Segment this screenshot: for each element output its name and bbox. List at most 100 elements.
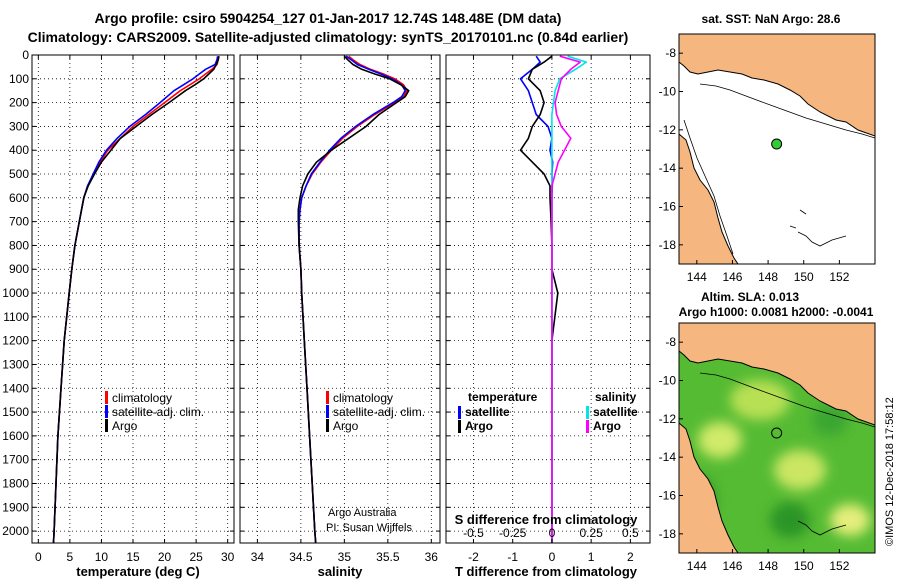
map-sst-reef-contour	[789, 209, 847, 247]
y-tick-label: 900	[9, 262, 29, 276]
series-line-argo	[52, 56, 220, 544]
x-tick-label: 34	[251, 550, 265, 564]
plot-frame	[239, 54, 441, 544]
map-sla-subtitle: Argo h1000: 0.0081 h2000: -0.0041	[679, 305, 874, 319]
y-tick-label: 500	[9, 167, 29, 181]
y-tick-label: 300	[9, 119, 29, 133]
x2-tick-label: -0.5	[463, 526, 484, 540]
map-sla-reef-contour	[797, 520, 847, 536]
diff-legend-swatch-s-argo	[586, 420, 589, 433]
diff-legend-label-s-argo: Argo	[593, 419, 621, 433]
sla-blob	[812, 404, 848, 436]
y-tick-label: 600	[9, 191, 29, 205]
temperature-xlabel: temperature (deg C)	[76, 564, 200, 579]
y-tick-label: 1800	[2, 476, 29, 490]
series-line-temperature-satellite	[519, 55, 554, 543]
map-y-tick-label: -16	[659, 200, 677, 214]
x-tick-label: -1	[507, 550, 518, 564]
map-sst-title: sat. SST: NaN Argo: 28.6	[702, 12, 841, 26]
x-tick-label: 5	[67, 550, 74, 564]
x-tick-label: -2	[468, 550, 479, 564]
x-tick-label: 35.5	[376, 550, 400, 564]
map-sla-axes: 144 146 148 150 152 -8 -10 -12 -14 -16 -18	[659, 335, 850, 573]
y-tick-label: 1600	[2, 429, 29, 443]
y-tick-label: 400	[9, 143, 29, 157]
legend-label-argo: Argo	[112, 419, 138, 433]
y-tick-label: 1200	[2, 334, 29, 348]
map-x-tick-label: 148	[758, 559, 778, 573]
map-sst-frame	[678, 33, 876, 265]
salinity-panel: 34 34.5 35 35.5 36	[239, 54, 441, 564]
y-tick-label: 1400	[2, 381, 29, 395]
map-x-tick-label: 146	[722, 270, 742, 284]
y-tick-label: 1500	[2, 405, 29, 419]
x-tick-label: 20	[158, 550, 172, 564]
sal-legend-swatch-satellite	[326, 405, 329, 418]
map-sla-land-png	[679, 323, 875, 426]
sla-blob	[830, 504, 870, 536]
series-line-climatology	[52, 56, 220, 544]
temperature-panel: 0 5 10 15 20 25 300100200300400500600700800900…	[2, 48, 234, 564]
credit-text: ©IMOS 12-Dec-2018 17:58:12	[884, 397, 896, 546]
annotation-pi: PI: Susan Wijffels	[326, 522, 412, 534]
y-tick-label: 1000	[2, 286, 29, 300]
title-line2: Climatology: CARS2009. Satellite-adjuste…	[28, 29, 629, 45]
map-sst-shelf-contour2	[683, 119, 734, 255]
sal-legend-swatch-climatology	[326, 391, 329, 404]
y-tick-label: 700	[9, 215, 29, 229]
x2-tick-label: 0.25	[579, 526, 603, 540]
salinity-xlabel: salinity	[318, 564, 364, 579]
map-sst-land-png	[679, 34, 875, 137]
map-sst-land-australia	[679, 133, 739, 264]
annotation-argo-australia: Argo Australia	[328, 507, 397, 519]
series-line-argo	[297, 55, 410, 544]
x-tick-label: 0	[35, 550, 42, 564]
y-tick-label: 1300	[2, 357, 29, 371]
salinity-legend: climatology satellite-adj. clim. Argo	[326, 391, 425, 433]
argo-location-marker	[771, 427, 783, 439]
y-tick-label: 800	[9, 238, 29, 252]
temperature-legend: climatology satellite-adj. clim. Argo	[105, 391, 204, 433]
diff-legend-swatch-t-satellite	[458, 406, 461, 419]
legend-swatch-satellite	[105, 405, 108, 418]
argo-location-marker	[771, 138, 783, 150]
diff-legend-salinity-header: salinity	[595, 390, 637, 404]
diff-legend-swatch-t-argo	[458, 420, 461, 433]
series-line-satellite-adj-clim-	[298, 55, 407, 544]
y-tick-label: 1700	[2, 453, 29, 467]
map-sst-shelf-contour	[699, 83, 875, 139]
x-tick-label: 15	[126, 550, 140, 564]
map-x-tick-label: 144	[687, 270, 707, 284]
map-x-tick-label: 152	[829, 559, 849, 573]
x-tick-label: 30	[221, 550, 235, 564]
map-sst-axes: 144 146 148 150 152 -8 -10 -12 -14 -16 -18	[659, 46, 850, 284]
map-y-tick-label: -10	[659, 374, 677, 388]
sal-legend-label-argo: Argo	[333, 419, 359, 433]
map-sla-title: Altim. SLA: 0.013	[701, 290, 799, 304]
map-y-tick-label: -18	[659, 238, 677, 252]
map-y-tick-label: -14	[659, 450, 677, 464]
map-sla-shelf-contour	[699, 372, 875, 428]
x-tick-label: 35	[338, 550, 352, 564]
map-x-tick-label: 146	[722, 559, 742, 573]
legend-swatch-climatology	[105, 391, 108, 404]
map-x-tick-label: 144	[687, 559, 707, 573]
x-tick-label: 2	[627, 550, 634, 564]
x2-tick-label: 0	[549, 526, 556, 540]
map-x-tick-label: 150	[794, 270, 814, 284]
x-tick-label: 25	[189, 550, 203, 564]
legend-label-satellite: satellite-adj. clim.	[112, 405, 204, 419]
diff-legend-label-t-satellite: satellite	[465, 405, 510, 419]
plot-frame	[445, 54, 651, 544]
y-tick-label: 100	[9, 72, 29, 86]
series-line-salinity-argo	[551, 55, 582, 543]
sla-blob	[770, 502, 810, 538]
map-y-tick-label: -14	[659, 161, 677, 175]
title-line1: Argo profile: csiro 5904254_127 01-Jan-2…	[95, 10, 562, 26]
map-x-tick-label: 152	[829, 270, 849, 284]
difference-xlabel: T difference from climatology	[455, 564, 638, 579]
sla-blob	[730, 380, 790, 420]
map-y-tick-label: -8	[665, 46, 676, 60]
map-sla	[678, 322, 876, 554]
